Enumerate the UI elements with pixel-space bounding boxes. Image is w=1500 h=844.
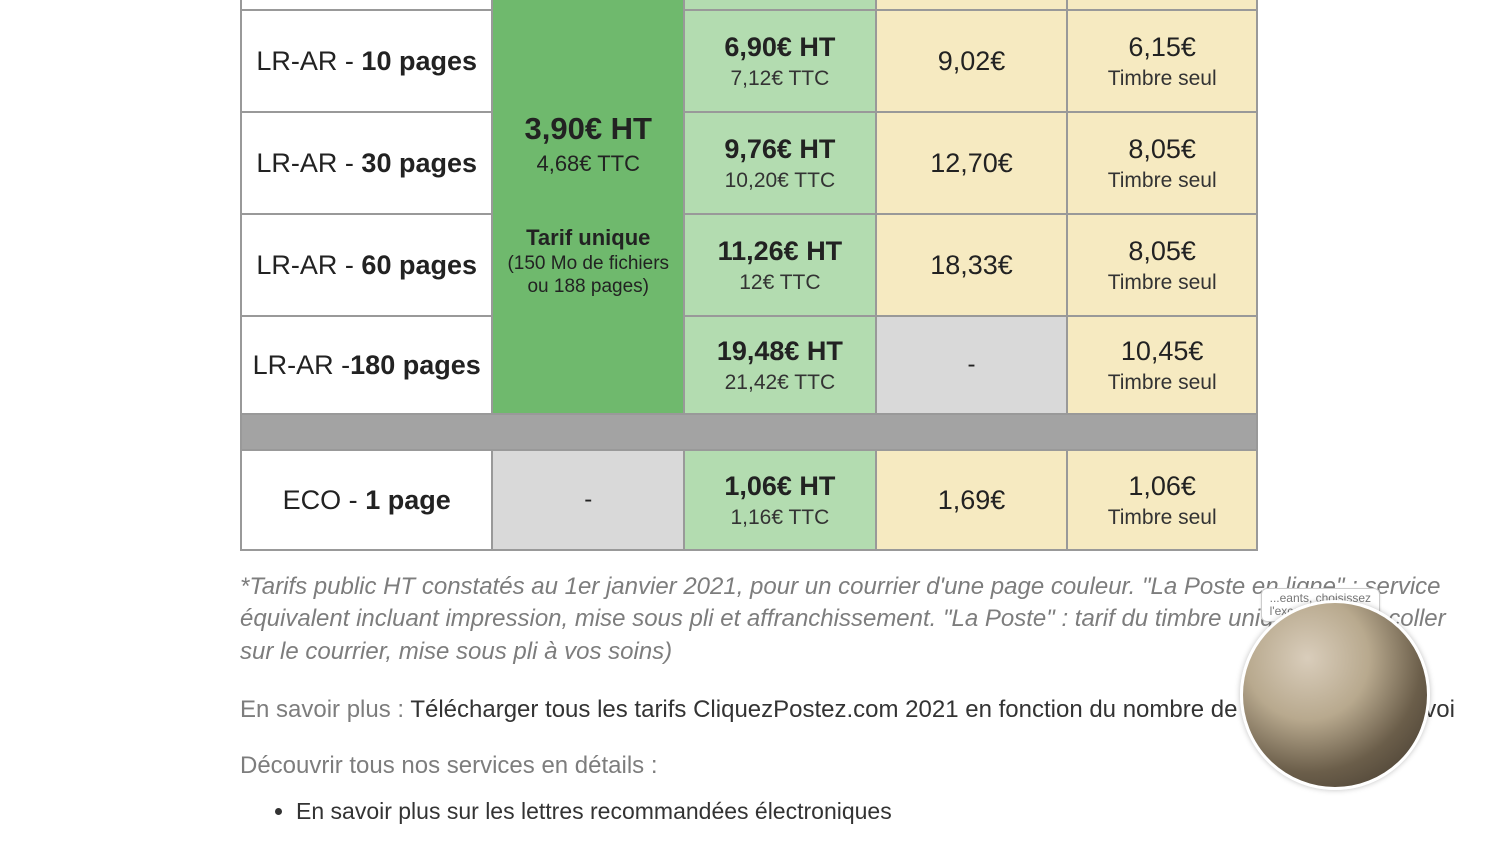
table-cell: 6,90€ HT 7,12€ TTC [684, 10, 876, 112]
list-item[interactable]: En savoir plus sur les lettres recommand… [296, 798, 1500, 825]
timbre-sub: Timbre seul [1068, 271, 1256, 295]
service-link-lre[interactable]: En savoir plus sur les lettres recommand… [296, 798, 892, 824]
price: 18,33€ [877, 250, 1067, 281]
row-label: LR-AR - 30 pages [241, 112, 492, 214]
price: 8,05€ [1068, 134, 1256, 165]
table-cell: 6,15€ Timbre seul [1067, 10, 1257, 112]
label-prefix: LR-AR - [256, 250, 361, 280]
price: 1,69€ [877, 485, 1067, 516]
price: 9,02€ [877, 46, 1067, 77]
price-ttc: 1,16€ TTC [685, 506, 875, 530]
row-label: ECO - 1 page [241, 450, 492, 550]
merged-detail: (150 Mo de fichiers ou 188 pages) [501, 253, 675, 299]
en-savoir-label: En savoir plus : [240, 696, 410, 723]
pricing-table: 3,90€ HT 4,68€ TTC Tarif unique (150 Mo … [240, 0, 1258, 551]
table-cell: 8,05€ Timbre seul [1067, 214, 1257, 316]
presenter-avatar [1240, 600, 1430, 790]
label-prefix: LR-AR - [253, 350, 351, 380]
table-cell: 9,02€ [876, 10, 1068, 112]
dash: - [968, 351, 976, 378]
price-ttc: 10,20€ TTC [685, 169, 875, 193]
row-label: LR-AR - 10 pages [241, 10, 492, 112]
table-cell [1067, 0, 1257, 10]
price-ttc: 12€ TTC [685, 271, 875, 295]
price-ttc: 21,42€ TTC [685, 371, 875, 395]
table-cell: 19,48€ HT 21,42€ TTC [684, 316, 876, 414]
table-cell [241, 0, 492, 10]
label-bold: 180 pages [350, 350, 481, 380]
price-ht: 9,76€ HT [685, 134, 875, 165]
price: 1,06€ [1068, 471, 1256, 502]
price: 10,45€ [1068, 336, 1256, 367]
table-cell: 18,33€ [876, 214, 1068, 316]
label-prefix: LR-AR - [256, 148, 361, 178]
label-bold: 1 page [365, 485, 451, 515]
table-separator [241, 414, 1257, 450]
row-label: LR-AR - 60 pages [241, 214, 492, 316]
price-ht: 6,90€ HT [685, 32, 875, 63]
merged-tarif-label: Tarif unique [501, 225, 675, 251]
price: 8,05€ [1068, 236, 1256, 267]
merged-price-ht: 3,90€ HT [501, 111, 675, 147]
table-cell: 1,06€ Timbre seul [1067, 450, 1257, 550]
timbre-sub: Timbre seul [1068, 506, 1256, 530]
price-ht: 19,48€ HT [685, 336, 875, 367]
price-ttc: 7,12€ TTC [685, 67, 875, 91]
price: 12,70€ [877, 148, 1067, 179]
price-ht: 1,06€ HT [685, 471, 875, 502]
timbre-sub: Timbre seul [1068, 371, 1256, 395]
merged-price-ttc: 4,68€ TTC [501, 151, 675, 177]
row-label: LR-AR -180 pages [241, 316, 492, 414]
table-cell [876, 0, 1068, 10]
table-cell: 1,69€ [876, 450, 1068, 550]
table-cell: 9,76€ HT 10,20€ TTC [684, 112, 876, 214]
table-cell: - [492, 450, 684, 550]
timbre-sub: Timbre seul [1068, 169, 1256, 193]
table-cell: 12,70€ [876, 112, 1068, 214]
tarif-unique-cell: 3,90€ HT 4,68€ TTC Tarif unique (150 Mo … [492, 0, 684, 414]
label-prefix: ECO - [283, 485, 366, 515]
table-cell [684, 0, 876, 10]
timbre-sub: Timbre seul [1068, 67, 1256, 91]
dash: - [584, 486, 592, 513]
price: 6,15€ [1068, 32, 1256, 63]
table-cell: 1,06€ HT 1,16€ TTC [684, 450, 876, 550]
label-bold: 60 pages [361, 250, 477, 280]
table-cell: 10,45€ Timbre seul [1067, 316, 1257, 414]
price-ht: 11,26€ HT [685, 236, 875, 267]
table-cell: 8,05€ Timbre seul [1067, 112, 1257, 214]
table-cell: 11,26€ HT 12€ TTC [684, 214, 876, 316]
label-prefix: LR-AR - [256, 46, 361, 76]
label-bold: 10 pages [361, 46, 477, 76]
label-bold: 30 pages [361, 148, 477, 178]
services-list: En savoir plus sur les lettres recommand… [296, 798, 1500, 825]
table-cell: - [876, 316, 1068, 414]
